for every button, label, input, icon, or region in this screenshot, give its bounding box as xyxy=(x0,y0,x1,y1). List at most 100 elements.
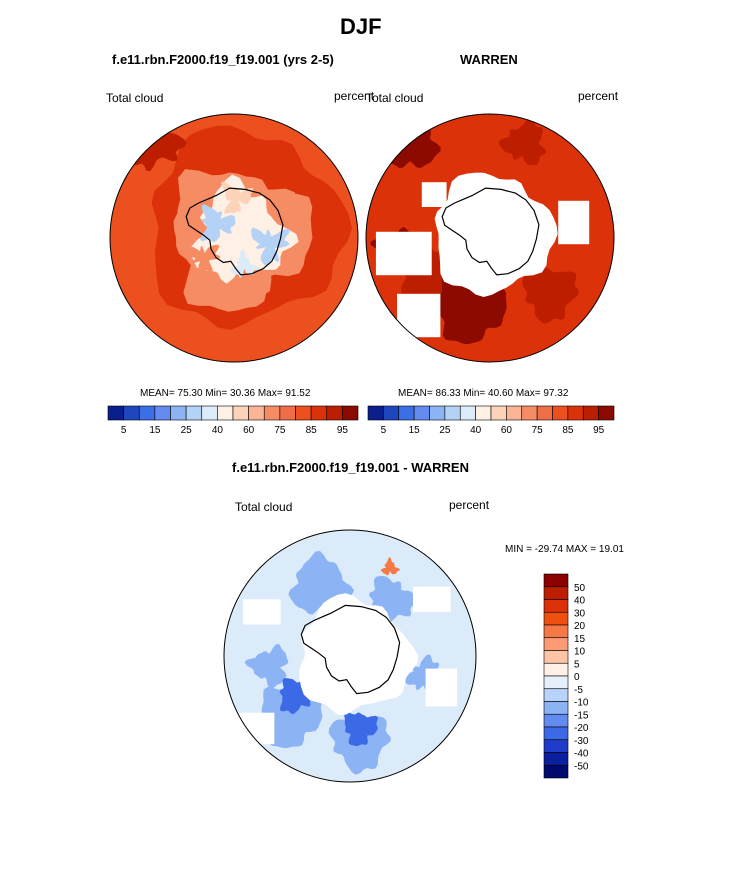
colorbar-box xyxy=(552,405,569,421)
map-panel-3 xyxy=(223,529,477,783)
map-panel-2 xyxy=(365,113,615,363)
colorbar-tick-label: 75 xyxy=(532,425,544,436)
panel3-left-label: Total cloud xyxy=(235,500,293,514)
colorbar-box xyxy=(536,405,553,421)
negative-patch-5 xyxy=(244,644,289,690)
colorbar-box xyxy=(326,405,343,421)
colorbar-box xyxy=(598,405,615,421)
colorbar-box xyxy=(543,752,569,766)
colorbar-box xyxy=(383,405,400,421)
colorbar-tick-label: 25 xyxy=(439,425,451,436)
colorbar-tick-label: -40 xyxy=(574,749,589,760)
colorbar-box xyxy=(543,726,569,741)
colorbar-tick-label: -50 xyxy=(574,761,589,772)
colorbar-box xyxy=(475,405,492,421)
colorbar-box xyxy=(217,405,234,421)
missing-interior xyxy=(434,172,558,297)
panel3-stats: MIN = -29.74 MAX = 19.01 xyxy=(505,544,624,555)
map-border xyxy=(365,113,615,363)
missing-gap-2 xyxy=(397,293,441,338)
missing-gap-2 xyxy=(413,586,451,612)
colorbar-box xyxy=(543,675,569,690)
high-cloud-patch-6 xyxy=(498,117,547,166)
colorbar-box xyxy=(107,405,124,421)
colorbar-box xyxy=(543,586,569,600)
colorbar-tick-label: 50 xyxy=(574,583,586,594)
interior-high-a xyxy=(186,244,220,278)
map-border xyxy=(223,529,477,783)
antarctica-coastline xyxy=(300,604,401,695)
colorbar-tick-label: 5 xyxy=(574,659,580,670)
map-border xyxy=(109,113,359,363)
panel3-title: f.e11.rbn.F2000.f19_f19.001 - WARREN xyxy=(232,460,469,475)
colorbar-box xyxy=(138,405,156,421)
colorbar-box xyxy=(248,405,265,421)
colorbar-box xyxy=(398,405,415,421)
colorbar-tick-label: 5 xyxy=(121,425,127,436)
colorbar-box xyxy=(185,405,203,421)
colorbar-tick-label: 85 xyxy=(306,425,318,436)
panel2-title: WARREN xyxy=(460,52,518,67)
colorbar-1: 5 15 25 40 60 75 85 95 xyxy=(107,405,359,436)
colorbar-tick-label: -5 xyxy=(574,685,583,696)
colorbar-tick-label: 85 xyxy=(562,425,574,436)
missing-interior xyxy=(299,593,419,715)
colorbar-box xyxy=(263,405,281,421)
colorbar-box xyxy=(543,599,569,613)
colorbar-box xyxy=(543,624,569,639)
colorbar-box xyxy=(201,405,218,421)
colorbar-tick-label: -20 xyxy=(574,723,589,734)
colorbar-tick-label: 20 xyxy=(574,621,586,632)
colorbar-box xyxy=(543,662,569,677)
missing-gap-3 xyxy=(558,200,590,245)
high-cloud-patch-4 xyxy=(522,267,580,324)
interior-low-a xyxy=(200,204,236,243)
colorbar-tick-label: 95 xyxy=(337,425,349,436)
missing-gap-4 xyxy=(425,668,458,707)
colorbar-tick-label: 75 xyxy=(274,425,286,436)
colorbar-tick-label: 25 xyxy=(181,425,193,436)
positive-patch xyxy=(380,557,400,576)
colorbar-tick-label: 40 xyxy=(470,425,482,436)
colorbar-box xyxy=(367,405,384,421)
colorbar-tick-label: 15 xyxy=(409,425,421,436)
panel1-right-label: percent xyxy=(334,89,375,103)
colorbar-box xyxy=(123,405,140,421)
colorbar-tick-label: 15 xyxy=(149,425,161,436)
page-title: DJF xyxy=(340,14,382,39)
colorbar-tick-label: 10 xyxy=(574,647,586,658)
colorbar-tick-label: 40 xyxy=(212,425,224,436)
colorbar-box xyxy=(413,405,430,421)
colorbar-tick-label: 60 xyxy=(501,425,513,436)
colorbar-box xyxy=(567,405,584,421)
colorbar-box xyxy=(543,650,569,664)
panel1-left-label: Total cloud xyxy=(106,91,164,105)
map-panel-1 xyxy=(109,113,359,363)
colorbar-box xyxy=(543,701,569,715)
colorbar-box xyxy=(170,405,187,421)
colorbar-box xyxy=(310,405,328,421)
missing-gap-4 xyxy=(421,182,447,207)
missing-gap-1 xyxy=(242,599,281,625)
colorbar-box xyxy=(429,405,446,421)
missing-gap-1 xyxy=(375,231,432,276)
colorbar-box xyxy=(295,405,312,421)
colorbar-box xyxy=(543,713,569,728)
colorbar-box xyxy=(342,405,359,421)
colorbar-tick-label: 95 xyxy=(593,425,605,436)
strong-negative-a xyxy=(279,678,315,715)
interior-high-b xyxy=(221,181,254,214)
panel1-title: f.e11.rbn.F2000.f19_f19.001 (yrs 2-5) xyxy=(112,52,334,67)
colorbar-box xyxy=(506,405,523,421)
colorbar-box xyxy=(154,405,171,421)
strong-negative-b xyxy=(344,712,378,747)
colorbar-box xyxy=(444,405,461,421)
colorbar-box xyxy=(543,688,569,702)
colorbar-box xyxy=(543,573,569,588)
colorbar-box xyxy=(543,739,569,753)
colorbar-tick-label: -15 xyxy=(574,710,589,721)
panel2-stats: MEAN= 86.33 Min= 40.60 Max= 97.32 xyxy=(398,388,569,399)
colorbar-box xyxy=(543,611,569,626)
